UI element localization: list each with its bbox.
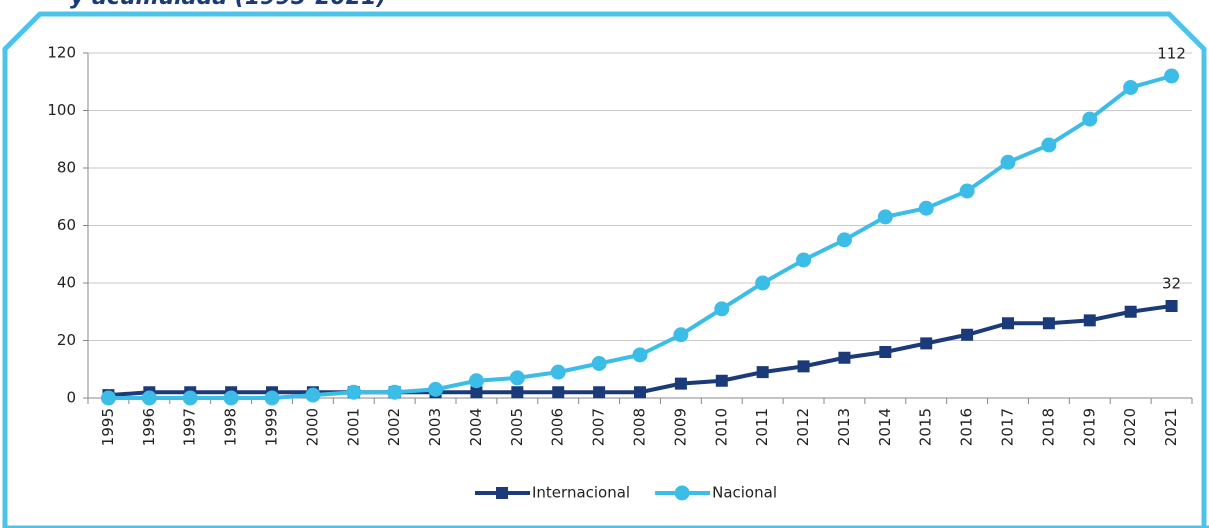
y-tick-label: 0 [66,389,76,407]
x-tick-label: 2012 [794,408,812,446]
marker [1002,317,1014,330]
x-tick-label: 2014 [876,408,894,446]
marker [632,347,648,363]
x-tick-label: 2016 [958,408,976,446]
marker [797,360,810,373]
marker [1124,305,1137,318]
marker [1165,300,1178,312]
x-tick-label: 2010 [712,408,730,446]
chart-title: y acumulada (1995-2021) [70,0,386,10]
legend-label: Nacional [712,484,777,502]
marker [838,351,851,364]
x-tick-label: 1999 [263,408,281,446]
marker [918,200,934,216]
y-tick-label: 120 [47,44,76,62]
data-label: 32 [1162,275,1181,293]
marker [674,377,687,390]
marker [141,390,157,406]
x-tick-label: 2002 [385,408,403,446]
y-tick-label: 60 [57,216,76,234]
y-tick-label: 80 [57,159,76,177]
marker [182,390,198,406]
y-tick-label: 40 [57,274,76,292]
marker [1041,137,1057,153]
x-tick-label: 2015 [917,408,935,446]
marker [305,387,321,403]
x-tick-label: 2018 [1039,408,1057,446]
x-tick-label: 2008 [631,408,649,446]
x-tick-label: 2013 [835,408,853,446]
marker [796,252,812,268]
marker [959,183,975,199]
x-tick-label: 2009 [671,408,689,446]
marker [591,356,607,371]
marker [1164,68,1180,84]
marker [468,373,484,389]
x-tick-label: 2001 [344,408,362,446]
marker [100,390,116,406]
marker [496,487,508,499]
legend-label: Internacional [532,484,630,502]
x-tick-label: 2007 [590,408,608,446]
marker [714,301,730,317]
marker [1000,154,1016,170]
marker [879,346,892,358]
marker [961,328,974,341]
marker [1083,314,1096,327]
x-tick-label: 2017 [999,408,1017,446]
marker [755,275,771,291]
x-tick-label: 1995 [99,408,117,446]
marker [223,390,239,406]
marker [836,232,852,248]
marker [634,386,646,399]
marker [428,381,444,397]
marker [552,386,565,399]
data-label: 112 [1157,45,1186,63]
x-tick-label: 2021 [1162,408,1180,446]
x-tick-label: 2019 [1080,408,1098,446]
marker [877,209,893,225]
marker [264,390,280,406]
x-tick-label: 2004 [467,408,485,446]
x-tick-label: 1998 [222,408,240,446]
marker [673,327,689,343]
frame [2,11,1209,528]
marker [509,370,525,386]
marker [346,384,362,400]
marker [1082,111,1098,127]
x-tick-label: 1996 [140,408,158,446]
x-tick-label: 2006 [549,408,567,446]
x-tick-label: 2011 [753,408,771,446]
x-tick-label: 2003 [426,408,444,446]
x-tick-label: 2005 [508,408,526,446]
marker [1042,317,1055,330]
marker [715,374,728,387]
marker [550,364,566,380]
marker [511,386,524,399]
y-tick-label: 20 [57,331,76,349]
marker [920,337,933,350]
marker [593,386,606,399]
x-tick-label: 1997 [181,408,199,446]
x-tick-label: 2020 [1121,408,1139,446]
x-tick-label: 2000 [303,408,321,446]
marker [756,366,769,379]
marker [1123,80,1139,95]
marker [387,384,403,400]
marker [674,485,690,501]
y-tick-label: 100 [47,101,76,119]
marker [470,386,483,399]
